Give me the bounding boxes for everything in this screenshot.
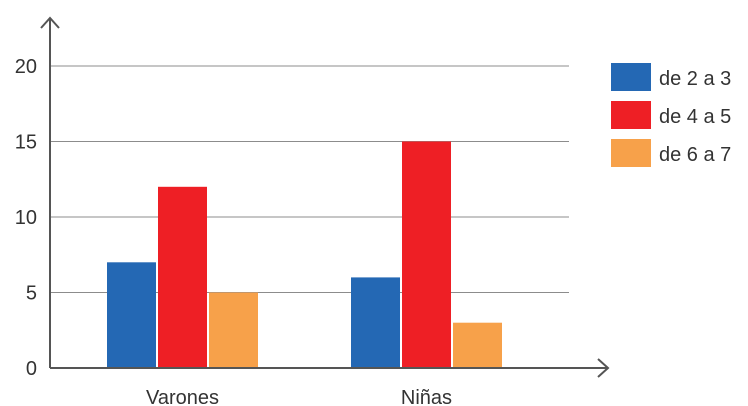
legend-label: de 2 a 3 [659,68,731,90]
bar-varones-3 [209,292,258,368]
legend-swatch [611,139,651,167]
legend: de 2 a 3 de 4 a 5 de 6 a 7 [611,63,731,167]
bars [107,141,502,368]
bar-niñas-3 [453,322,502,368]
legend-label: de 6 a 7 [659,144,731,166]
y-tick-label: 20 [15,56,37,78]
y-tick-label: 0 [26,358,37,380]
category-label: Varones [146,387,219,406]
x-axis-arrow [597,358,610,378]
y-axis-arrow [40,16,60,29]
legend-label: de 4 a 5 [659,106,731,128]
y-tick-labels: 0 5 10 15 20 [15,56,37,380]
bar-niñas-1 [351,277,400,368]
axes [40,16,610,378]
bar-niñas-2 [402,141,451,368]
legend-swatch [611,63,651,91]
y-tick-label: 10 [15,207,37,229]
bar-varones-1 [107,262,156,368]
y-tick-label: 15 [15,132,37,154]
category-labels: Varones Niñas [146,387,452,406]
y-tick-label: 5 [26,283,37,305]
gridlines [50,65,569,293]
legend-swatch [611,101,651,129]
bar-varones-2 [158,186,207,368]
category-label: Niñas [401,387,452,406]
